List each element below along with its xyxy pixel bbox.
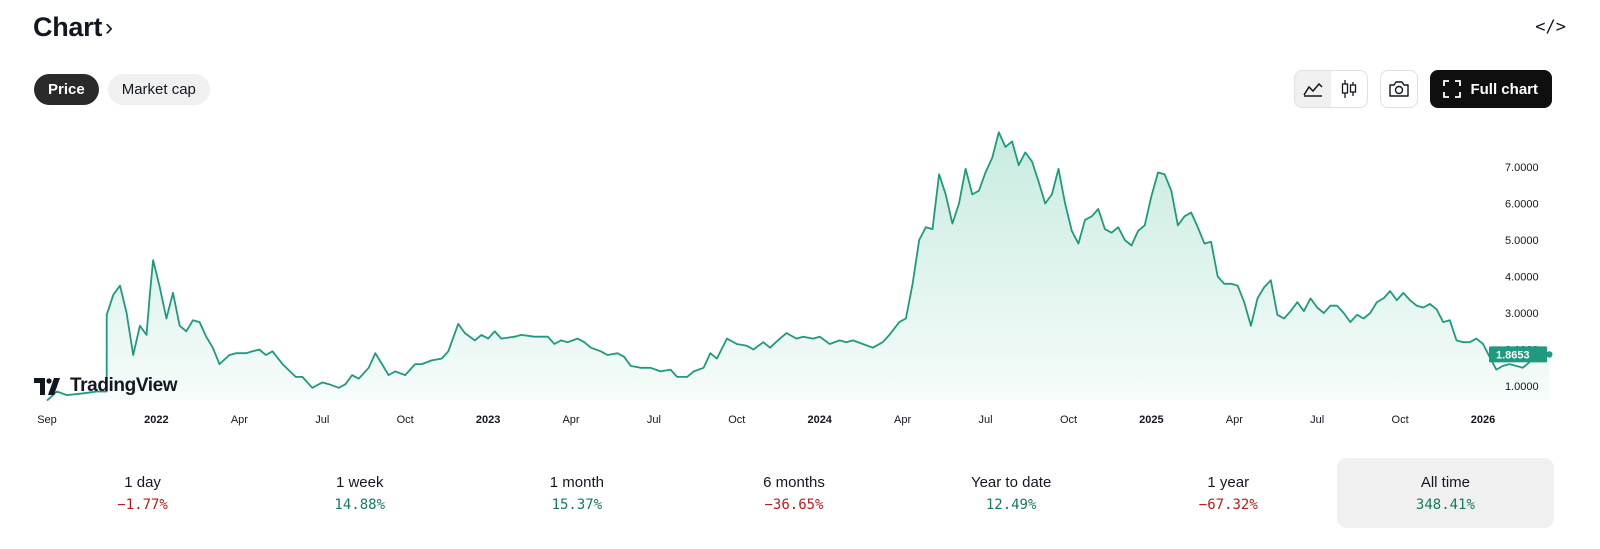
x-tick-label: Apr xyxy=(562,414,579,426)
x-tick-label: 2022 xyxy=(144,414,168,426)
period-label: 1 month xyxy=(549,473,604,491)
last-price-badge xyxy=(1489,346,1547,363)
tradingview-logo-text: TradingView xyxy=(70,375,178,396)
y-tick-label: 4.0000 xyxy=(1505,272,1539,284)
x-tick-label: 2023 xyxy=(476,414,500,426)
period-change: −36.65% xyxy=(764,496,824,513)
period-label: All time xyxy=(1420,473,1470,491)
chevron-right-icon: › xyxy=(105,13,113,41)
period-1-year[interactable]: 1 year −67.32% xyxy=(1120,458,1337,528)
x-tick-label: Oct xyxy=(1392,414,1409,426)
x-tick-label: Apr xyxy=(231,414,248,426)
y-tick-label: 6.0000 xyxy=(1505,199,1539,211)
period-label: 1 day xyxy=(124,473,161,491)
chart-tabs: Price Market cap xyxy=(34,74,210,105)
period-label: 6 months xyxy=(763,473,825,491)
chart-toolbar: Full chart xyxy=(1294,70,1552,108)
x-tick-label: Oct xyxy=(728,414,745,426)
candlestick-icon[interactable] xyxy=(1331,71,1367,107)
period-year-to-date[interactable]: Year to date 12.49% xyxy=(903,458,1120,528)
area-chart-icon[interactable] xyxy=(1295,71,1332,107)
x-tick-label: Jul xyxy=(315,414,329,426)
tab-price[interactable]: Price xyxy=(34,74,99,105)
page-title[interactable]: Chart › xyxy=(33,12,113,43)
last-price-label: 1.8653 xyxy=(1496,349,1530,361)
price-chart[interactable]: 1.00002.00003.00004.00005.00006.00007.00… xyxy=(0,115,1600,435)
x-tick-label: Jul xyxy=(978,414,992,426)
y-tick-label: 5.0000 xyxy=(1505,235,1539,247)
x-tick-label: Sep xyxy=(37,414,57,426)
period-change: −67.32% xyxy=(1198,496,1258,513)
period-1-day[interactable]: 1 day −1.77% xyxy=(34,458,251,528)
x-tick-label: Oct xyxy=(397,414,414,426)
embed-code-button[interactable]: </> xyxy=(1535,17,1566,37)
x-tick-label: Oct xyxy=(1060,414,1077,426)
tab-market-cap[interactable]: Market cap xyxy=(107,74,210,105)
tradingview-logo-icon xyxy=(34,377,60,395)
page-title-text: Chart xyxy=(33,12,103,42)
x-tick-label: Jul xyxy=(647,414,661,426)
x-tick-label: Jul xyxy=(1310,414,1324,426)
period-6-months[interactable]: 6 months −36.65% xyxy=(685,458,902,528)
full-chart-label: Full chart xyxy=(1470,80,1538,98)
period-change: 12.49% xyxy=(985,496,1037,513)
camera-icon[interactable] xyxy=(1380,70,1419,108)
period-1-week[interactable]: 1 week 14.88% xyxy=(251,458,468,528)
period-label: Year to date xyxy=(970,473,1052,491)
last-price-marker xyxy=(1546,351,1553,358)
period-1-month[interactable]: 1 month 15.37% xyxy=(468,458,685,528)
period-label: 1 week xyxy=(335,473,384,491)
x-tick-label: Apr xyxy=(1226,414,1243,426)
x-tick-label: 2026 xyxy=(1471,414,1495,426)
tradingview-logo: TradingView xyxy=(34,375,178,397)
performance-periods: 1 day −1.77% 1 week 14.88% 1 month 15.37% 6 mo… xyxy=(34,458,1554,528)
x-tick-label: Apr xyxy=(894,414,911,426)
period-change: −1.77% xyxy=(117,496,168,513)
expand-icon xyxy=(1443,80,1462,98)
period-change: 15.37% xyxy=(551,496,603,513)
price-line xyxy=(46,131,1550,402)
period-all-time[interactable]: All time 348.41% xyxy=(1336,458,1554,528)
full-chart-button[interactable]: Full chart xyxy=(1430,70,1552,108)
y-tick-label: 7.0000 xyxy=(1505,162,1539,174)
period-change: 14.88% xyxy=(334,496,385,513)
chart-type-selector xyxy=(1294,70,1369,108)
period-change: 348.41% xyxy=(1415,496,1475,513)
period-label: 1 year xyxy=(1207,473,1250,491)
x-tick-label: 2025 xyxy=(1139,414,1163,426)
y-tick-label: 3.0000 xyxy=(1505,308,1539,320)
price-area-fill xyxy=(47,132,1550,401)
y-tick-label: 1.0000 xyxy=(1505,381,1539,393)
x-tick-label: 2024 xyxy=(807,414,832,426)
